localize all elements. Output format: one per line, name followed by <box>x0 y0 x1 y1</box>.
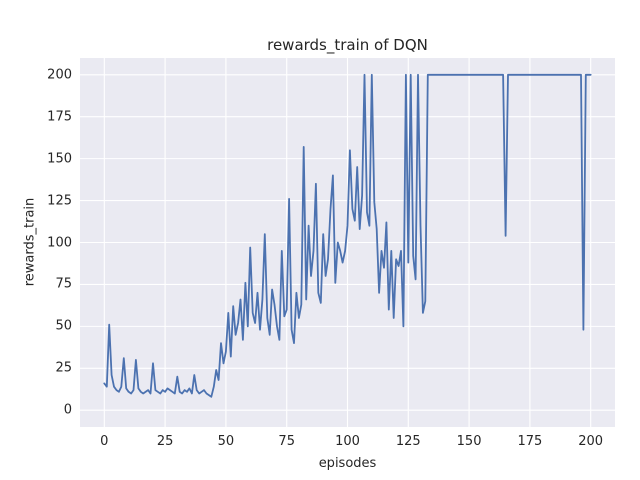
y-tick-label: 25 <box>55 360 72 376</box>
x-tick-label: 200 <box>578 434 604 449</box>
chart-title: rewards_train of DQN <box>267 36 428 54</box>
x-tick-label: 50 <box>217 434 235 449</box>
y-tick-label: 175 <box>47 109 72 125</box>
x-axis-label: episodes <box>318 456 377 471</box>
plot-area <box>80 58 615 427</box>
x-tick-label: 75 <box>278 434 295 449</box>
x-tick-label: 0 <box>100 434 109 449</box>
x-tick-label: 125 <box>395 434 421 449</box>
y-tick-label: 150 <box>47 151 72 167</box>
y-tick-label: 100 <box>47 235 72 250</box>
y-tick-label: 200 <box>47 67 72 83</box>
y-tick-label: 125 <box>47 193 72 209</box>
x-tick-label: 175 <box>517 434 543 449</box>
y-axis-label: rewards_train <box>22 197 38 287</box>
x-tick-label: 100 <box>335 434 360 449</box>
x-tick-label: 150 <box>456 434 482 449</box>
y-tick-label: 75 <box>55 276 72 292</box>
x-tick-label: 25 <box>156 434 174 449</box>
line-plot <box>80 58 615 427</box>
y-tick-label: 0 <box>63 402 72 418</box>
y-tick-label: 50 <box>55 318 72 334</box>
rewards-line-series <box>103 73 592 398</box>
